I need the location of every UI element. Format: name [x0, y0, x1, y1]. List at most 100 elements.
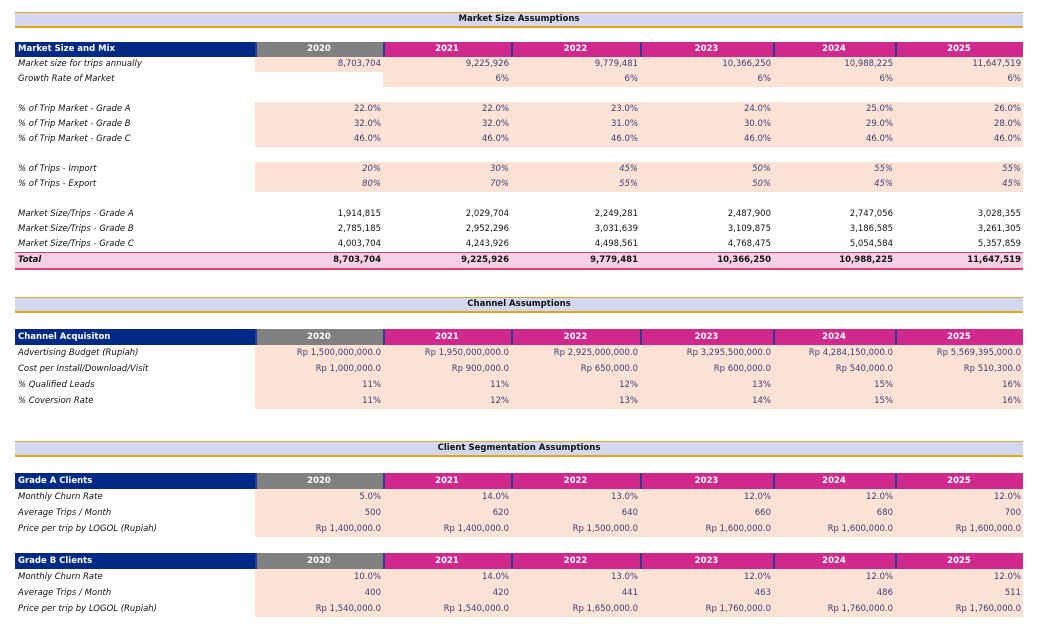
value-cell-2025[interactable]: 3,028,355	[977, 209, 1021, 219]
value-cell-2024[interactable]: 12.0%	[773, 569, 895, 585]
value-cell-2021[interactable]: 12%	[383, 393, 511, 409]
value-cell-2020[interactable]: 1,914,815	[337, 209, 381, 219]
year-header-2023[interactable]: 2023	[640, 553, 773, 569]
value-cell-2023[interactable]: 10,366,250	[717, 255, 771, 265]
value-cell-2025[interactable]: 46.0%	[895, 132, 1023, 147]
year-header-2025[interactable]: 2025	[895, 42, 1023, 57]
value-cell-2025[interactable]: 12.0%	[895, 489, 1023, 505]
value-cell-2022[interactable]: 9,779,481	[590, 255, 638, 265]
year-header-2021[interactable]: 2021	[383, 329, 511, 345]
value-cell-2023[interactable]: 10,366,250	[640, 57, 773, 72]
value-cell-2022[interactable]: 13.0%	[511, 569, 640, 585]
value-cell-2024[interactable]: 10,988,225	[773, 57, 895, 72]
value-cell-2024[interactable]: 3,186,585	[849, 224, 893, 234]
year-header-2020[interactable]: 2020	[255, 473, 383, 489]
year-header-2021[interactable]: 2021	[383, 42, 511, 57]
value-cell-2022[interactable]: 45%	[511, 162, 640, 177]
value-cell-2024[interactable]: 25.0%	[773, 102, 895, 117]
value-cell-2022[interactable]: 46.0%	[511, 132, 640, 147]
year-header-2022[interactable]: 2022	[511, 473, 640, 489]
value-cell-2023[interactable]: 24.0%	[640, 102, 773, 117]
year-header-2020[interactable]: 2020	[255, 329, 383, 345]
value-cell-2023[interactable]: 46.0%	[640, 132, 773, 147]
value-cell-2024[interactable]: 29.0%	[773, 117, 895, 132]
value-cell-2020[interactable]: Rp 1,400,000.0	[255, 521, 383, 537]
value-cell-2023[interactable]: 463	[640, 585, 773, 601]
value-cell-2021[interactable]: 14.0%	[383, 569, 511, 585]
value-cell-2023[interactable]: 660	[640, 505, 773, 521]
value-cell-2024[interactable]: Rp 4,284,150,000.0	[773, 345, 895, 361]
value-cell-2024[interactable]: 6%	[773, 72, 895, 87]
value-cell-2023[interactable]: Rp 600,000.0	[640, 361, 773, 377]
value-cell-2021[interactable]: 14.0%	[383, 489, 511, 505]
value-cell-2023[interactable]: Rp 1,760,000.0	[640, 601, 773, 617]
value-cell-2025[interactable]: Rp 510,300.0	[895, 361, 1023, 377]
value-cell-2021[interactable]: 9,225,926	[461, 255, 509, 265]
value-cell-2020[interactable]: 80%	[255, 177, 383, 192]
value-cell-2021[interactable]: 6%	[383, 72, 511, 87]
value-cell-2023[interactable]: 12.0%	[640, 569, 773, 585]
value-cell-2025[interactable]: Rp 1,760,000.0	[895, 601, 1023, 617]
value-cell-2021[interactable]: 2,029,704	[465, 209, 509, 219]
value-cell-2022[interactable]: Rp 1,650,000.0	[511, 601, 640, 617]
value-cell-2025[interactable]: Rp 1,600,000.0	[895, 521, 1023, 537]
value-cell-2024[interactable]: 15%	[773, 393, 895, 409]
value-cell-2025[interactable]: 28.0%	[895, 117, 1023, 132]
value-cell-2022[interactable]: Rp 650,000.0	[511, 361, 640, 377]
value-cell-2025[interactable]: 16%	[895, 393, 1023, 409]
value-cell-2023[interactable]: 4,768,475	[727, 239, 771, 249]
value-cell-2021[interactable]: 11%	[383, 377, 511, 393]
value-cell-2021[interactable]: Rp 1,400,000.0	[383, 521, 511, 537]
value-cell-2022[interactable]: Rp 1,500,000.0	[511, 521, 640, 537]
value-cell-2025[interactable]: 11,647,519	[967, 255, 1021, 265]
year-header-2022[interactable]: 2022	[511, 553, 640, 569]
year-header-2023[interactable]: 2023	[640, 42, 773, 57]
value-cell-2023[interactable]: 3,109,875	[727, 224, 771, 234]
value-cell-2022[interactable]: 9,779,481	[511, 57, 640, 72]
value-cell-2021[interactable]: Rp 900,000.0	[383, 361, 511, 377]
value-cell-2020[interactable]: 400	[255, 585, 383, 601]
value-cell-2020[interactable]: 20%	[255, 162, 383, 177]
value-cell-2020[interactable]: 2,785,185	[337, 224, 381, 234]
value-cell-2023[interactable]: 2,487,900	[727, 209, 771, 219]
value-cell-2022[interactable]: 6%	[511, 72, 640, 87]
value-cell-2022[interactable]: 12%	[511, 377, 640, 393]
value-cell-2020[interactable]: Rp 1,540,000.0	[255, 601, 383, 617]
value-cell-2020[interactable]: 8,703,704	[333, 255, 381, 265]
value-cell-2022[interactable]: 640	[511, 505, 640, 521]
year-header-2025[interactable]: 2025	[895, 329, 1023, 345]
value-cell-2020[interactable]: 4,003,704	[337, 239, 381, 249]
value-cell-2025[interactable]: 5,357,859	[977, 239, 1021, 249]
value-cell-2021[interactable]: Rp 1,950,000,000.0	[383, 345, 511, 361]
value-cell-2022[interactable]: 4,498,561	[594, 239, 638, 249]
value-cell-2021[interactable]: 9,225,926	[383, 57, 511, 72]
value-cell-2022[interactable]: 55%	[511, 177, 640, 192]
year-header-2023[interactable]: 2023	[640, 473, 773, 489]
year-header-2024[interactable]: 2024	[773, 473, 895, 489]
value-cell-2024[interactable]: 680	[773, 505, 895, 521]
value-cell-2023[interactable]: 13%	[640, 377, 773, 393]
value-cell-2022[interactable]: 441	[511, 585, 640, 601]
value-cell-2021[interactable]: 70%	[383, 177, 511, 192]
value-cell-2025[interactable]: 55%	[895, 162, 1023, 177]
year-header-2023[interactable]: 2023	[640, 329, 773, 345]
value-cell-2023[interactable]: 50%	[640, 177, 773, 192]
value-cell-2024[interactable]: 2,747,056	[849, 209, 893, 219]
value-cell-2025[interactable]: 45%	[895, 177, 1023, 192]
value-cell-2021[interactable]: 32.0%	[383, 117, 511, 132]
year-header-2022[interactable]: 2022	[511, 329, 640, 345]
value-cell-2023[interactable]: 30.0%	[640, 117, 773, 132]
year-header-2021[interactable]: 2021	[383, 473, 511, 489]
value-cell-2025[interactable]: 26.0%	[895, 102, 1023, 117]
value-cell-2024[interactable]: Rp 1,760,000.0	[773, 601, 895, 617]
value-cell-2025[interactable]: 6%	[895, 72, 1023, 87]
value-cell-2020[interactable]: 32.0%	[255, 117, 383, 132]
value-cell-2022[interactable]: 3,031,639	[594, 224, 638, 234]
year-header-2024[interactable]: 2024	[773, 42, 895, 57]
value-cell-2020[interactable]	[255, 72, 383, 87]
value-cell-2024[interactable]: Rp 1,600,000.0	[773, 521, 895, 537]
year-header-2024[interactable]: 2024	[773, 553, 895, 569]
year-header-2021[interactable]: 2021	[383, 553, 511, 569]
value-cell-2020[interactable]: 5.0%	[255, 489, 383, 505]
value-cell-2024[interactable]: 15%	[773, 377, 895, 393]
